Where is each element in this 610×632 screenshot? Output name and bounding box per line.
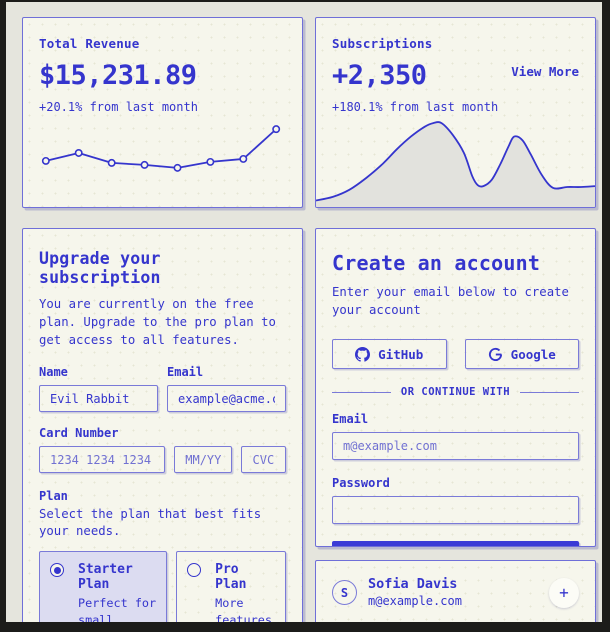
email-label: Email: [167, 365, 204, 379]
signup-description: Enter your email below to create your ac…: [332, 285, 569, 317]
divider-line: [332, 391, 391, 393]
total-revenue-card: Total Revenue $15,231.89 +20.1% from las…: [22, 17, 303, 208]
password-input[interactable]: [332, 496, 579, 524]
github-button-label: GitHub: [378, 346, 424, 362]
upgrade-subscription-card: Upgrade your subscription You are curren…: [22, 228, 303, 622]
card-number-label: Card Number: [39, 426, 119, 440]
starter-plan-name: Starter Plan: [78, 562, 133, 592]
github-icon: [355, 346, 371, 362]
plus-icon: +: [559, 583, 569, 602]
signup-email-label: Email: [332, 412, 369, 426]
google-button[interactable]: Google: [464, 339, 579, 369]
contact-email: m@example.com: [368, 594, 462, 608]
plan-option-starter[interactable]: Starter Plan Perfect for small businesse…: [39, 551, 168, 622]
subscriptions-card: Subscriptions +2,350 View More +180.1% f…: [315, 17, 596, 208]
revenue-delta: +20.1% from last month: [39, 100, 198, 114]
pro-plan-name: Pro Plan: [215, 562, 247, 592]
google-icon: [488, 347, 502, 361]
plan-option-pro[interactable]: Pro Plan More features and storage.: [176, 551, 286, 622]
radio-unselected-icon[interactable]: [187, 563, 202, 577]
subscriptions-delta: +180.1% from last month: [332, 100, 499, 114]
revenue-title: Total Revenue: [39, 36, 140, 51]
create-account-card: Create an account Enter your email below…: [315, 228, 596, 547]
pro-plan-description: More features and storage.: [215, 596, 272, 622]
subscriptions-title: Subscriptions: [332, 36, 433, 51]
name-label: Name: [39, 365, 68, 379]
password-label: Password: [332, 476, 390, 490]
card-cvc-input[interactable]: [240, 446, 286, 473]
github-button[interactable]: GitHub: [332, 339, 447, 369]
name-input[interactable]: [39, 385, 158, 412]
contact-name: Sofia Davis: [368, 576, 458, 592]
revenue-line-chart: [41, 125, 281, 172]
avatar: S: [332, 580, 357, 605]
signup-title: Create an account: [332, 251, 541, 275]
radio-selected-icon[interactable]: [50, 563, 64, 577]
add-contact-button[interactable]: +: [549, 577, 579, 608]
google-button-label: Google: [510, 346, 556, 362]
revenue-value: $15,231.89: [39, 60, 197, 91]
billing-email-input[interactable]: [167, 385, 286, 412]
signup-email-input[interactable]: [332, 432, 579, 460]
subscriptions-area-chart: [316, 121, 595, 207]
create-account-button[interactable]: Create account: [332, 541, 579, 546]
view-more-link[interactable]: View More: [511, 63, 579, 79]
subscriptions-value: +2,350: [332, 60, 427, 91]
upgrade-description: You are currently on the free plan. Upgr…: [39, 297, 276, 347]
card-number-input[interactable]: [39, 446, 166, 473]
starter-plan-description: Perfect for small businesses.: [78, 596, 157, 622]
plan-label: Plan: [39, 489, 68, 503]
dashboard-page: Total Revenue $15,231.89 +20.1% from las…: [6, 2, 602, 622]
divider-line: [520, 391, 579, 393]
card-expiry-input[interactable]: [174, 446, 232, 473]
or-continue-divider: OR CONTINUE WITH: [332, 386, 579, 398]
divider-label: OR CONTINUE WITH: [400, 386, 511, 398]
plan-description: Select the plan that best fits your need…: [39, 507, 262, 538]
upgrade-title: Upgrade your subscription: [39, 249, 161, 287]
contact-card: S Sofia Davis m@example.com +: [315, 560, 596, 622]
